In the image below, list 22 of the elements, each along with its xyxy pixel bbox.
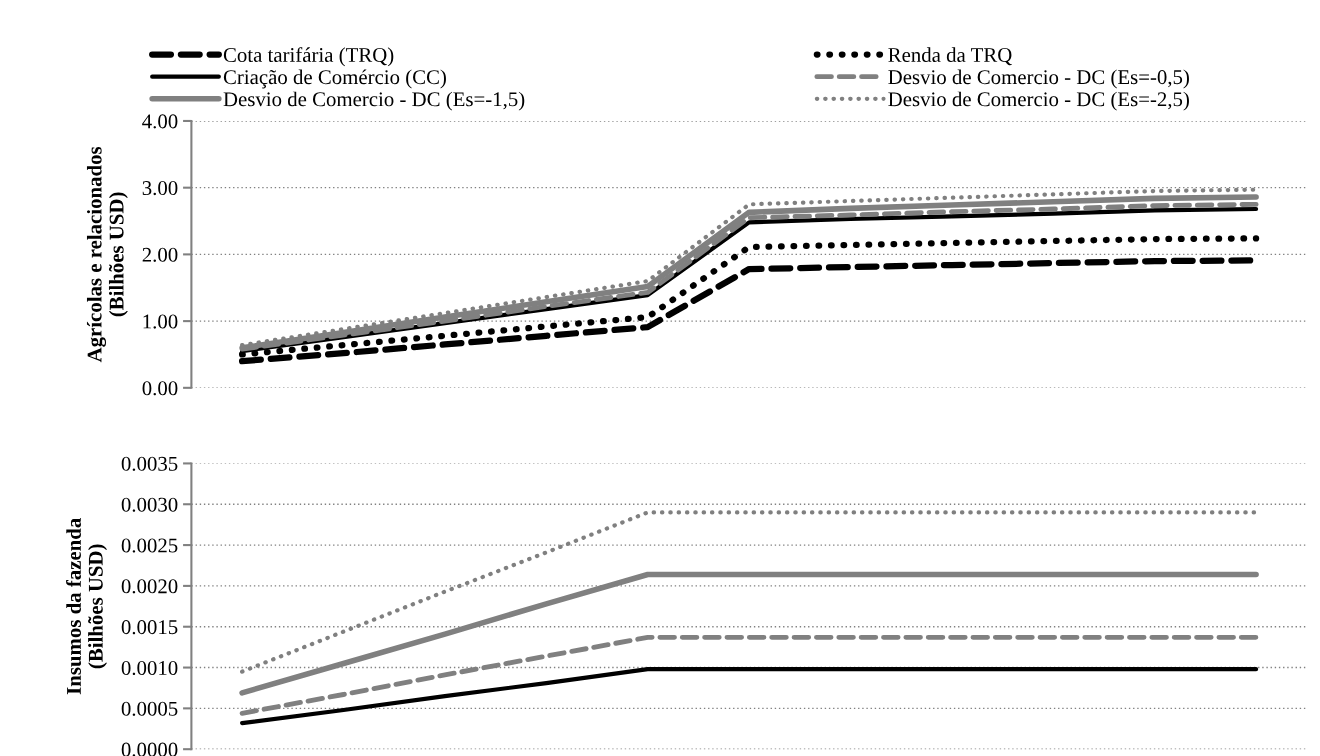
legend-label: Renda da TRQ: [888, 47, 1012, 66]
y-axis-title: Agrícolas e relacionados (Bilhões USD): [86, 146, 128, 363]
legend-label: Desvio de Comercio - DC (Es=-0,5): [888, 69, 1189, 89]
y-tick-label: 0.00: [142, 381, 178, 396]
y-tick-label: 1.00: [143, 314, 178, 329]
y-tick-label: 0.0015: [121, 620, 178, 635]
legend-label: Criação de Comércio (CC): [223, 69, 446, 89]
y-tick-label: 3.00: [142, 181, 178, 196]
y-tick-label: 0.0030: [121, 497, 178, 512]
line-series: [240, 667, 1259, 726]
legend-label: Cota tarifária (TRQ): [223, 47, 394, 67]
y-axis-title: Insumos da fazenda (Bilhões USD): [66, 518, 108, 695]
legend-label: Desvio de Comercio - DC (Es=-1,5): [223, 91, 525, 111]
y-tick-label: 0.0035: [121, 456, 178, 471]
y-tick-label: 0.0000: [121, 742, 178, 756]
legend-label: Desvio de Comercio - DC (Es=-2,5): [888, 91, 1189, 111]
y-tick-label: 4.00: [142, 114, 178, 129]
y-tick-label: 0.0025: [121, 538, 178, 553]
y-tick-label: 2.00: [142, 247, 178, 262]
y-tick-label: 0.0005: [121, 701, 178, 716]
y-tick-label: 0.0020: [121, 579, 178, 594]
y-tick-label: 0.0010: [121, 660, 178, 676]
